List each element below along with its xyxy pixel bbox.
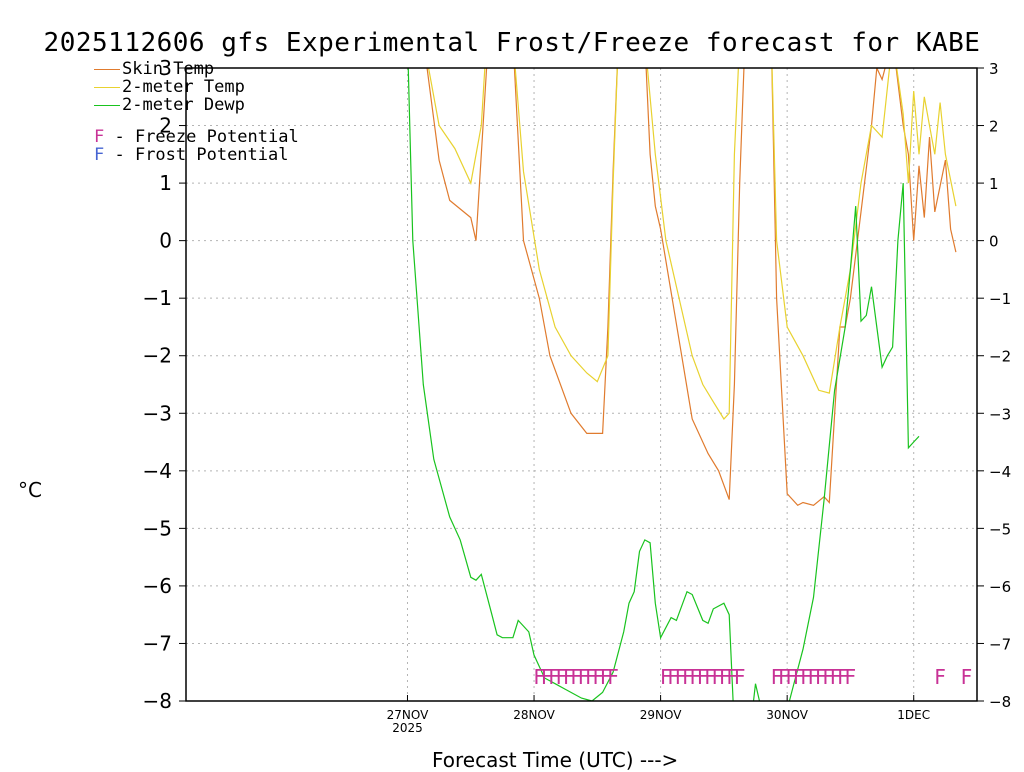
- potential-markers: FFFFFFFFFFFFFFFFFFFFFFFFFFFFFFFFFFFFFFFF…: [534, 639, 1024, 689]
- y-tick-label-right: −7: [989, 635, 1011, 653]
- legend-skin-temp: Skin Temp: [94, 61, 214, 78]
- y-tick-label-right: −1: [989, 290, 1011, 308]
- y-tick-label-left: −5: [143, 516, 172, 540]
- y-ticks-right: 3 2 1 0 −1 −2 −3 −4 −5 −6 −7 −8: [977, 60, 1011, 711]
- x-tick-label: 1DEC: [897, 708, 930, 722]
- y-tick-label-left: −8: [143, 689, 172, 713]
- x-tick-label: 27NOV: [387, 708, 429, 722]
- x-tick-sublabel: 2025: [392, 721, 423, 735]
- y-tick-label-left: −6: [143, 574, 172, 598]
- legend-2m-temp-swatch: [94, 87, 120, 88]
- legend-freeze-text: - Freeze Potential: [104, 127, 298, 147]
- y-tick-label-right: −5: [989, 520, 1011, 538]
- y-tick-label-right: −8: [989, 693, 1011, 711]
- legend-skin-temp-label: Skin Temp: [122, 59, 214, 79]
- legend-2m-dewp-swatch: [94, 105, 120, 106]
- x-axis-label: Forecast Time (UTC) --->: [432, 748, 678, 772]
- x-tick-label: 29NOV: [640, 708, 682, 722]
- freeze-potential-marker: F: [734, 665, 746, 689]
- y-tick-label-left: 1: [159, 171, 172, 195]
- legend-freeze-letter: F: [94, 127, 104, 147]
- y-tick-label-right: −2: [989, 348, 1011, 366]
- freeze-potential-marker: F: [607, 665, 619, 689]
- legend-2m-temp: 2-meter Temp: [94, 79, 245, 96]
- y-tick-label-left: −1: [143, 286, 172, 310]
- y-tick-label-right: −6: [989, 578, 1011, 596]
- legend-2m-dewp-label: 2-meter Dewp: [122, 95, 245, 115]
- series-skin-temp: [408, 39, 956, 505]
- y-axis-label: °C: [18, 478, 42, 502]
- x-tick-label: 28NOV: [513, 708, 555, 722]
- legend-frost-potential: F - Frost Potential: [94, 147, 288, 164]
- y-tick-label-right: 2: [989, 118, 999, 136]
- freeze-potential-marker: F: [845, 665, 857, 689]
- legend-freeze-potential: F - Freeze Potential: [94, 129, 299, 146]
- y-tick-label-left: −3: [143, 401, 172, 425]
- legend-2m-temp-label: 2-meter Temp: [122, 77, 245, 97]
- plot-frame: [186, 68, 977, 701]
- legend-skin-temp-swatch: [94, 69, 120, 70]
- y-tick-label-left: −2: [143, 344, 172, 368]
- freeze-potential-marker: F: [961, 665, 973, 689]
- legend-2m-dewp: 2-meter Dewp: [94, 97, 245, 114]
- freeze-potential-marker: F: [934, 665, 946, 689]
- y-tick-label-right: 1: [989, 175, 999, 193]
- series-2-meter-dewp: [408, 39, 920, 730]
- y-tick-label-right: 0: [989, 233, 999, 251]
- legend-frost-text: - Frost Potential: [104, 145, 288, 165]
- y-tick-label-right: −3: [989, 405, 1011, 423]
- legend-frost-letter: F: [94, 145, 104, 165]
- x-tick-label: 30NOV: [766, 708, 808, 722]
- y-tick-label-right: −4: [989, 463, 1011, 481]
- y-tick-label-left: 0: [159, 229, 172, 253]
- series-group: [408, 39, 956, 730]
- y-tick-label-right: 3: [989, 60, 999, 78]
- chart-title: 2025112606 gfs Experimental Frost/Freeze…: [0, 28, 1024, 58]
- y-tick-label-left: −7: [143, 631, 172, 655]
- y-tick-label-left: −4: [143, 459, 172, 483]
